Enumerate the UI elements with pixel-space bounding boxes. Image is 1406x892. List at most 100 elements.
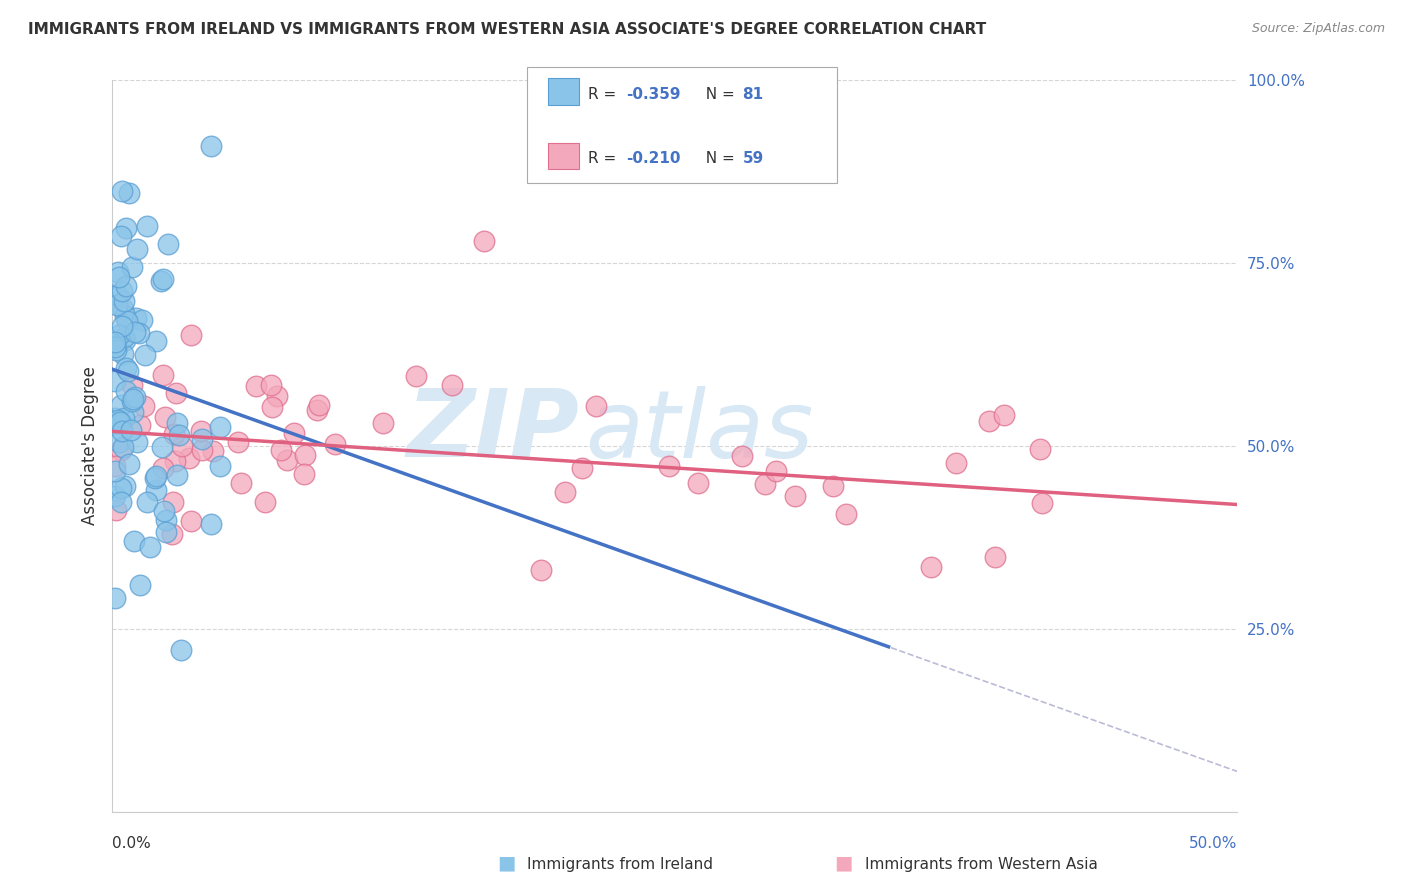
Point (920, 559, 942, 574)
Point (686, 475, 709, 490)
Point (105, 503, 128, 517)
Point (152, 368, 174, 383)
Point (107, 265, 129, 279)
Text: atlas: atlas (585, 386, 813, 477)
Point (121, 378, 143, 392)
Point (585, 399, 607, 413)
Point (108, 328, 131, 343)
Point (1031, 496, 1053, 510)
Point (117, 364, 139, 378)
Point (110, 495, 132, 509)
Point (124, 390, 146, 404)
Point (441, 378, 464, 392)
Point (835, 507, 858, 521)
Point (294, 448, 316, 462)
Point (135, 219, 157, 234)
Point (179, 450, 201, 465)
Point (308, 398, 330, 412)
Point (201, 443, 224, 458)
Point (209, 419, 232, 434)
Point (121, 394, 143, 409)
Point (283, 425, 305, 440)
Point (162, 495, 184, 509)
Point (190, 425, 212, 439)
Point (253, 495, 276, 509)
Point (105, 297, 128, 311)
Point (120, 423, 142, 437)
Point (112, 294, 135, 309)
Point (111, 301, 134, 316)
Point (305, 403, 328, 417)
Point (115, 279, 138, 293)
Point (472, 234, 495, 248)
Point (110, 416, 132, 430)
Point (149, 274, 172, 288)
Text: -0.359: -0.359 (626, 87, 681, 102)
Point (131, 312, 153, 326)
Point (200, 516, 222, 531)
Text: 81: 81 (742, 87, 763, 102)
Point (165, 386, 187, 401)
Text: Source: ZipAtlas.com: Source: ZipAtlas.com (1251, 22, 1385, 36)
Point (266, 389, 288, 403)
Text: R =: R = (588, 87, 621, 102)
Text: 50.0%: 50.0% (1189, 837, 1237, 851)
Point (294, 467, 316, 482)
Point (155, 524, 177, 539)
Point (325, 436, 347, 450)
Text: ■: ■ (496, 854, 516, 872)
Text: 0.0%: 0.0% (112, 837, 152, 851)
Point (200, 139, 222, 153)
Point (783, 489, 806, 503)
Point (122, 405, 145, 419)
Y-axis label: Associate's Degree: Associate's Degree (80, 367, 98, 525)
Point (127, 434, 149, 449)
Text: ■: ■ (834, 854, 853, 872)
Point (984, 550, 1007, 565)
Point (136, 495, 159, 509)
Point (110, 481, 132, 495)
Point (765, 464, 787, 478)
Point (163, 427, 186, 442)
Point (821, 479, 844, 493)
Point (115, 221, 138, 235)
Point (658, 459, 681, 474)
Point (122, 534, 145, 549)
Point (111, 424, 134, 438)
Point (145, 469, 167, 483)
Point (128, 578, 150, 592)
Point (104, 340, 127, 354)
Point (110, 228, 132, 243)
Point (165, 454, 187, 468)
Point (166, 416, 188, 430)
Point (121, 260, 143, 274)
Text: N =: N = (696, 152, 740, 166)
Point (112, 440, 135, 454)
Point (111, 284, 134, 298)
Point (105, 416, 128, 430)
Text: 59: 59 (742, 152, 763, 166)
Point (276, 453, 298, 467)
Point (112, 410, 135, 425)
Point (104, 374, 127, 388)
Text: IMMIGRANTS FROM IRELAND VS IMMIGRANTS FROM WESTERN ASIA ASSOCIATE'S DEGREE CORRE: IMMIGRANTS FROM IRELAND VS IMMIGRANTS FR… (28, 22, 987, 37)
Point (145, 483, 167, 497)
Point (260, 400, 283, 414)
Point (128, 326, 150, 340)
Point (170, 643, 193, 657)
Point (245, 379, 267, 393)
Point (977, 414, 1000, 428)
Point (152, 272, 174, 286)
Point (993, 408, 1015, 422)
Point (167, 427, 190, 442)
Point (104, 334, 127, 349)
Point (114, 309, 136, 323)
Point (571, 461, 593, 475)
Point (190, 432, 212, 446)
Point (111, 184, 134, 198)
Point (122, 392, 145, 406)
Point (754, 476, 776, 491)
Point (105, 343, 128, 357)
Point (530, 563, 553, 577)
Point (112, 347, 135, 361)
